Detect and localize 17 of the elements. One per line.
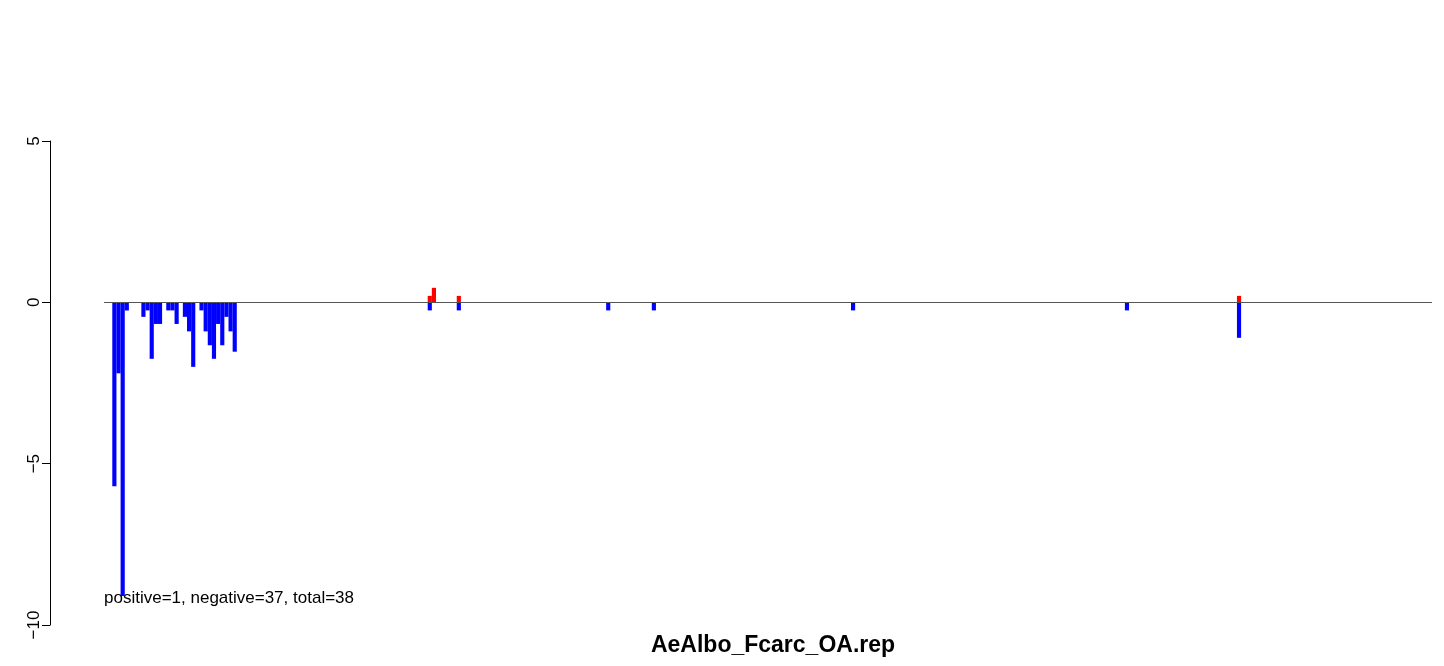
bar bbox=[431, 287, 436, 303]
bar bbox=[191, 302, 196, 367]
y-tick-label: −5 bbox=[24, 453, 43, 474]
bar bbox=[211, 302, 217, 359]
bar bbox=[232, 302, 237, 352]
y-tick-label: 0 bbox=[24, 297, 43, 308]
annotation: positive=1, negative=37, total=38 bbox=[104, 588, 354, 607]
bar bbox=[112, 302, 117, 487]
bar bbox=[220, 302, 225, 346]
bar bbox=[1236, 302, 1242, 338]
text: AeAlbo_Fcarc_OA.rep bbox=[650, 630, 896, 657]
bar bbox=[157, 302, 163, 324]
bar bbox=[149, 302, 154, 359]
bar bbox=[174, 302, 179, 324]
y-tick-label: 5 bbox=[24, 136, 43, 146]
y-tick-label: −10 bbox=[24, 610, 43, 640]
bar bbox=[141, 302, 146, 317]
